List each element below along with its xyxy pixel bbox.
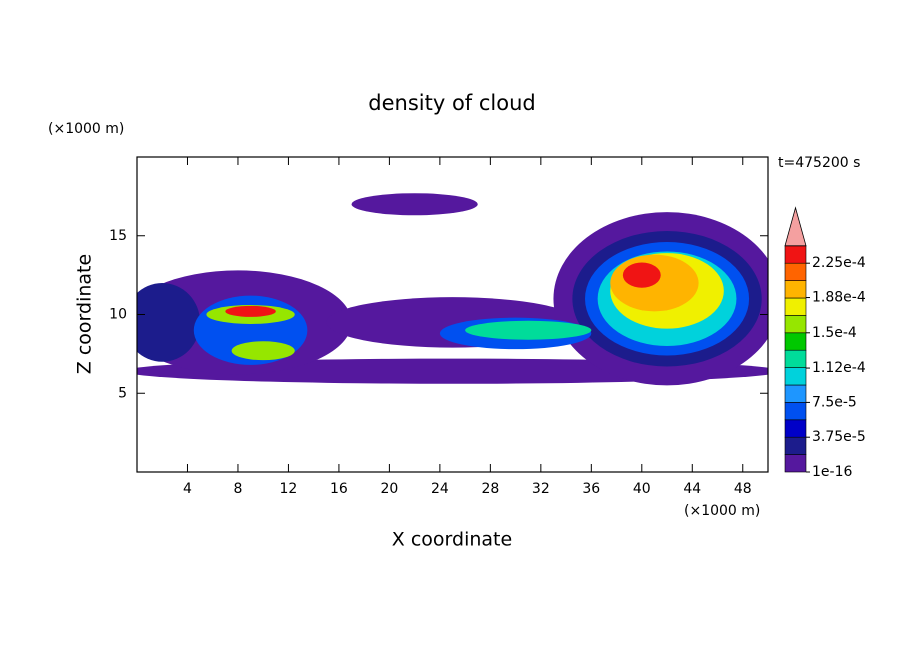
x-tick-label: 4 xyxy=(183,481,192,497)
colorbar-extend xyxy=(784,206,807,247)
contour-region xyxy=(137,283,201,362)
x-tick-label: 28 xyxy=(481,481,499,497)
contour-region xyxy=(465,320,592,340)
contour-region xyxy=(622,262,661,288)
time-label: t=475200 s xyxy=(778,155,860,171)
x-unit: (×1000 m) xyxy=(684,503,760,519)
colorbar-box xyxy=(784,297,807,316)
colorbar-box xyxy=(784,384,807,403)
contour-region xyxy=(351,193,478,216)
colorbar-box xyxy=(784,245,807,264)
colorbar-box xyxy=(784,367,807,386)
colorbar-box xyxy=(784,454,807,473)
x-tick-label: 12 xyxy=(280,481,298,497)
colorbar-box xyxy=(784,332,807,351)
y-tick-label: 10 xyxy=(109,307,127,323)
contour-region xyxy=(231,341,295,361)
colorbar-box xyxy=(784,315,807,334)
y-unit: (×1000 m) xyxy=(48,121,124,137)
colorbar-label: 2.25e-4 xyxy=(812,255,866,271)
colorbar-box xyxy=(784,436,807,455)
x-tick-label: 40 xyxy=(633,481,651,497)
x-tick-label: 8 xyxy=(233,481,242,497)
x-tick-label: 32 xyxy=(532,481,550,497)
x-tick-label: 24 xyxy=(431,481,449,497)
x-tick-label: 20 xyxy=(380,481,398,497)
contour-field xyxy=(137,193,768,386)
contour-region xyxy=(225,305,276,317)
colorbar-label: 1e-16 xyxy=(812,464,852,480)
colorbar-label: 7.5e-5 xyxy=(812,394,857,410)
y-tick-label: 15 xyxy=(109,228,127,244)
colorbar-box xyxy=(784,349,807,368)
colorbar-label: 1.88e-4 xyxy=(812,290,866,306)
x-tick-label: 36 xyxy=(582,481,600,497)
x-tick-label: 16 xyxy=(330,481,348,497)
colorbar-box xyxy=(784,402,807,421)
colorbar-box xyxy=(784,280,807,299)
y-axis-label: Z coordinate xyxy=(74,254,96,374)
x-axis-label: X coordinate xyxy=(392,529,512,551)
colorbar-box xyxy=(784,262,807,281)
colorbar-label: 3.75e-5 xyxy=(812,429,866,445)
colorbar-box xyxy=(784,419,807,438)
colorbar-label: 1.12e-4 xyxy=(812,360,866,376)
y-tick-label: 5 xyxy=(118,385,127,401)
chart-title: density of cloud xyxy=(368,91,535,115)
x-tick-label: 48 xyxy=(734,481,752,497)
colorbar-label: 1.5e-4 xyxy=(812,325,857,341)
x-tick-label: 44 xyxy=(683,481,701,497)
